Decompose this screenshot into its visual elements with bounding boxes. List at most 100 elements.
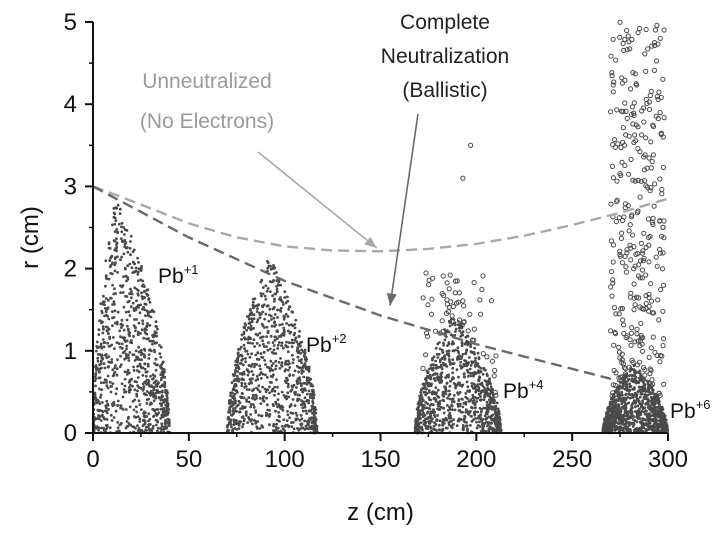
particle [248, 321, 252, 325]
particle [151, 391, 155, 394]
halo-particle [654, 58, 660, 64]
particle [230, 381, 234, 385]
particle [612, 398, 616, 401]
halo-particle [610, 390, 616, 396]
particle [113, 269, 117, 273]
particle [271, 294, 274, 298]
halo-particle [622, 162, 628, 169]
halo-particle [661, 336, 667, 342]
particle [100, 388, 104, 392]
particle [242, 363, 245, 367]
particle [136, 333, 140, 337]
halo-particle [642, 152, 648, 158]
particle [436, 388, 440, 392]
particle [290, 341, 293, 345]
particle [104, 284, 107, 288]
particle [241, 422, 245, 426]
particle [112, 316, 116, 319]
halo-particle [622, 100, 628, 106]
particle [166, 397, 169, 400]
particle [474, 417, 477, 420]
halo-particle [454, 300, 460, 306]
particle [112, 416, 116, 419]
halo-particle [445, 309, 451, 315]
particle [106, 314, 109, 318]
particle [287, 307, 291, 311]
particle [275, 418, 279, 422]
halo-particle [652, 349, 658, 355]
particle [112, 215, 116, 219]
particle [110, 343, 114, 347]
particle [479, 416, 482, 420]
particle [143, 420, 147, 423]
particle [112, 300, 116, 304]
x-tick-label: 0 [86, 446, 99, 473]
particle [426, 424, 430, 428]
particle [251, 342, 254, 345]
particle [450, 317, 453, 321]
particle [129, 305, 133, 309]
halo-particle [617, 248, 623, 254]
particle [604, 416, 608, 420]
particle [494, 410, 498, 414]
particle [128, 405, 132, 409]
particle [445, 418, 449, 422]
particle [299, 344, 302, 347]
particle [623, 404, 626, 408]
particle [475, 384, 479, 388]
particle [140, 328, 144, 332]
particle [154, 358, 158, 361]
particle [134, 405, 138, 409]
particle [125, 344, 129, 348]
halo-particle [635, 146, 641, 152]
halo-particle [639, 267, 646, 273]
particle [147, 427, 151, 431]
particle [491, 398, 494, 402]
particle [656, 401, 660, 405]
particle [496, 428, 500, 432]
particle [612, 408, 616, 412]
particle [249, 324, 253, 328]
halo-particle [659, 186, 665, 193]
halo-particle [493, 392, 499, 398]
particle [283, 296, 287, 299]
halo-particle [640, 258, 647, 264]
particle [470, 351, 474, 354]
particle [291, 411, 295, 415]
particle [491, 429, 495, 432]
particle [626, 396, 630, 399]
particle [261, 425, 265, 429]
particle [298, 393, 301, 397]
particle [301, 426, 305, 430]
particle [428, 425, 432, 429]
halo-particle [439, 291, 445, 297]
particle [143, 327, 147, 331]
halo-particle [632, 302, 638, 308]
particle [252, 403, 255, 407]
halo-particle [612, 144, 619, 150]
particle [251, 422, 254, 426]
halo-particle [622, 36, 628, 43]
particle [425, 369, 429, 373]
particle [487, 427, 491, 430]
particle [452, 418, 455, 421]
particle [467, 356, 471, 359]
particle [461, 410, 464, 414]
particle [228, 405, 232, 409]
halo-particle [626, 171, 632, 177]
particle [242, 396, 246, 400]
particle [136, 384, 140, 388]
halo-particle [639, 132, 645, 138]
particle [315, 429, 319, 433]
particle [145, 390, 149, 393]
particle [126, 275, 129, 279]
particle [267, 319, 271, 323]
halo-particle [619, 230, 625, 236]
particle [123, 377, 127, 381]
particle [610, 410, 614, 414]
particle [653, 414, 657, 418]
particle [494, 429, 497, 433]
particle [615, 421, 619, 425]
particle [306, 392, 309, 396]
particle [436, 414, 439, 417]
